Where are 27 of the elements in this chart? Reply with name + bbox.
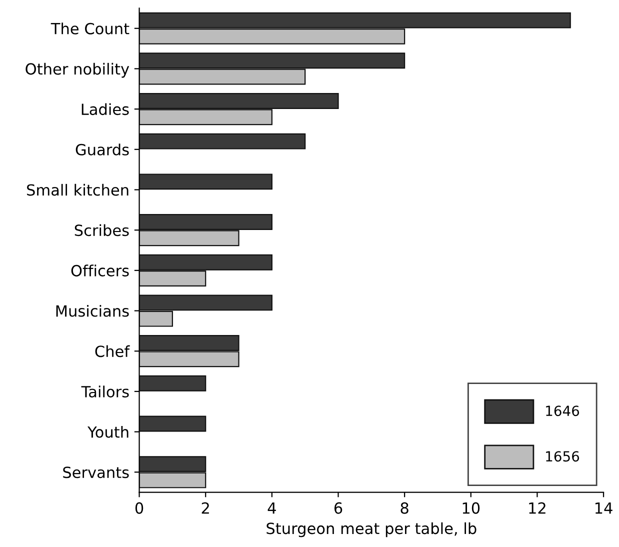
x-tick-label: 8: [400, 502, 408, 514]
y-tick-label: Servants: [63, 466, 129, 478]
x-axis-title: Sturgeon meat per table, lb: [266, 522, 476, 538]
x-tick-label: 4: [268, 502, 276, 514]
bar: [139, 133, 306, 150]
y-tick-label: Officers: [71, 264, 129, 276]
y-tick-label: Guards: [76, 144, 129, 156]
bar: [139, 416, 206, 432]
x-tick-label: 10: [462, 502, 480, 514]
y-tick-label: Small kitchen: [27, 184, 128, 196]
y-tick-label: Youth: [88, 426, 128, 438]
x-tick-label: 12: [529, 502, 546, 514]
x-tick-label: 14: [595, 502, 612, 514]
legend-label: 1656: [546, 451, 580, 462]
bar: [139, 174, 272, 190]
y-tick-label: Chef: [95, 345, 130, 358]
legend-label: 1646: [546, 406, 580, 416]
x-tick-label: 6: [334, 502, 342, 514]
x-tick-label: 2: [202, 502, 209, 514]
x-tick-label: 0: [135, 502, 144, 514]
y-tick-label: Scribes: [74, 224, 129, 236]
y-tick-label: The Count: [50, 22, 130, 34]
y-tick-label: Ladies: [82, 103, 129, 116]
y-tick-label: Tailors: [81, 386, 129, 398]
y-tick-label: Other nobility: [26, 62, 130, 78]
bar: [139, 375, 206, 392]
y-tick-label: Musicians: [56, 304, 129, 317]
